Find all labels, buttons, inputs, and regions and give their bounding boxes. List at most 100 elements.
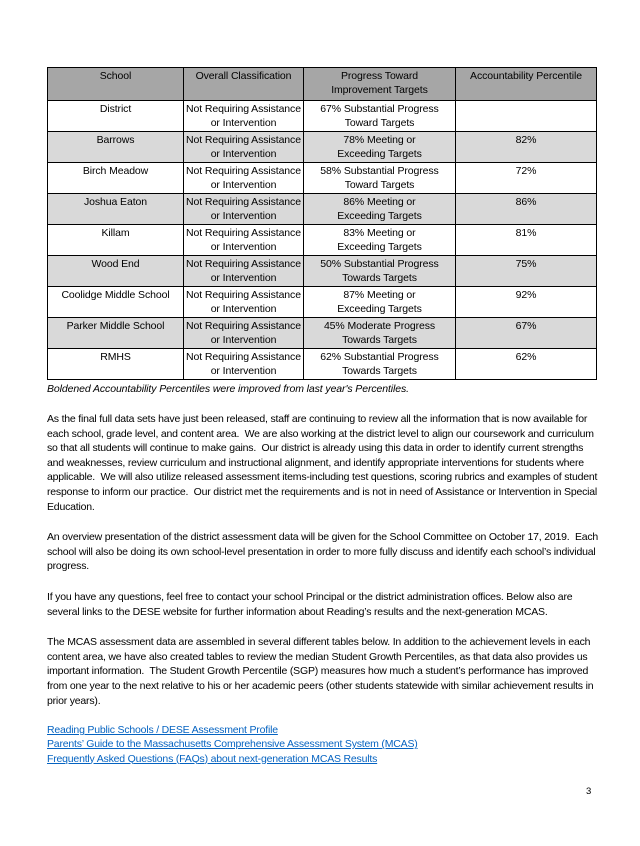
table-row: Barrows Not Requiring Assistance or Interv… [47, 131, 597, 163]
percentile-cell: 67% [455, 317, 597, 349]
cell-line: 83% Meeting or [343, 227, 416, 239]
table-header-row: School Overall Classification Progress Tow… [47, 67, 597, 101]
cell-line: Towards Targets [342, 334, 417, 346]
cell-line: 87% Meeting or [343, 289, 416, 301]
cell-line: 50% Substantial Progress [320, 258, 439, 270]
cell-line: Exceeding Targets [337, 210, 422, 222]
percentile-cell: 72% [455, 162, 597, 194]
cell-line: Birch Meadow [82, 165, 149, 177]
school-cell: Birch Meadow [47, 162, 184, 194]
cell-line: or Intervention [210, 210, 277, 222]
page-number: 3 [586, 786, 592, 797]
cell-line: 62% [515, 351, 537, 363]
table-row: Joshua Eaton Not Requiring Assistance or I… [47, 193, 597, 225]
cell-line: Toward Targets [344, 179, 415, 191]
link-parents-guide-mcas[interactable]: Parents’ Guide to the Massachusetts Comp… [47, 738, 418, 751]
cell-line: Exceeding Targets [337, 241, 422, 253]
cell-line: 92% [515, 289, 537, 301]
classification-cell: Not Requiring Assistance or Intervention [183, 286, 304, 318]
cell-line: Not Requiring Assistance [186, 134, 301, 146]
header-line: School [99, 70, 132, 82]
cell-line: Toward Targets [344, 117, 415, 129]
percentile-cell: 92% [455, 286, 597, 318]
cell-line: 86% Meeting or [343, 196, 416, 208]
cell-line: or Intervention [210, 365, 277, 377]
progress-cell: 78% Meeting or Exceeding Targets [303, 131, 456, 163]
percentile-cell: 81% [455, 224, 597, 256]
progress-cell: 62% Substantial Progress Towards Targets [303, 348, 456, 380]
cell-line: Towards Targets [342, 272, 417, 284]
table-row: Birch Meadow Not Requiring Assistance or I… [47, 162, 597, 194]
cell-line: Not Requiring Assistance [186, 320, 301, 332]
school-cell: Parker Middle School [47, 317, 184, 349]
column-header-0: School [47, 67, 184, 101]
cell-line: Joshua Eaton [83, 196, 147, 208]
cell-line: Not Requiring Assistance [186, 196, 301, 208]
cell-line: Not Requiring Assistance [186, 351, 301, 363]
cell-line: RMHS [100, 351, 131, 363]
cell-line: District [99, 103, 132, 115]
percentile-cell: 62% [455, 348, 597, 380]
cell-line: or Intervention [210, 272, 277, 284]
cell-line: Barrows [96, 134, 135, 146]
cell-line: 86% [515, 196, 537, 208]
classification-cell: Not Requiring Assistance or Intervention [183, 255, 304, 287]
school-cell: Wood End [47, 255, 184, 287]
progress-cell: 67% Substantial Progress Toward Targets [303, 100, 456, 132]
column-header-1: Overall Classification [183, 67, 304, 101]
classification-cell: Not Requiring Assistance or Intervention [183, 131, 304, 163]
column-header-2: Progress Toward Improvement Targets [303, 67, 456, 101]
cell-line: Parker Middle School [66, 320, 165, 332]
cell-line: Exceeding Targets [337, 148, 422, 160]
header-line: Progress Toward [340, 70, 419, 82]
cell-line: Towards Targets [342, 365, 417, 377]
classification-cell: Not Requiring Assistance or Intervention [183, 193, 304, 225]
percentile-cell: 75% [455, 255, 597, 287]
classification-cell: Not Requiring Assistance or Intervention [183, 348, 304, 380]
cell-line: 81% [515, 227, 537, 239]
link-faq-mcas-results[interactable]: Frequently Asked Questions (FAQs) about … [47, 752, 378, 765]
cell-line: Not Requiring Assistance [186, 103, 301, 115]
column-header-3: Accountability Percentile [455, 67, 597, 101]
link-dese-assessment-profile[interactable]: Reading Public Schools / DESE Assessment… [47, 724, 278, 737]
cell-line: 45% Moderate Progress [323, 320, 436, 332]
progress-cell: 58% Substantial Progress Toward Targets [303, 162, 456, 194]
cell-line: Not Requiring Assistance [186, 289, 301, 301]
table-row: Killam Not Requiring Assistance or Interve… [47, 224, 597, 256]
cell-line: 62% Substantial Progress [320, 351, 439, 363]
links-section: Reading Public Schools / DESE Assessment… [47, 723, 599, 766]
table-row: Parker Middle School Not Requiring Assist… [47, 317, 597, 349]
cell-line: or Intervention [210, 334, 277, 346]
header-line: Improvement Targets [331, 84, 428, 96]
cell-line: or Intervention [210, 241, 277, 253]
school-cell: Joshua Eaton [47, 193, 184, 225]
cell-line: Exceeding Targets [337, 303, 422, 315]
progress-cell: 45% Moderate Progress Towards Targets [303, 317, 456, 349]
cell-line: Not Requiring Assistance [186, 227, 301, 239]
percentile-cell: 82% [455, 131, 597, 163]
table-row: Coolidge Middle School Not Requiring Assi… [47, 286, 597, 318]
cell-line: Wood End [91, 258, 140, 270]
cell-line: or Intervention [210, 179, 277, 191]
cell-line: 67% [515, 320, 537, 332]
paragraph-data-review: As the final full data sets have just be… [47, 413, 600, 513]
cell-line: 82% [515, 134, 537, 146]
cell-line: 78% Meeting or [343, 134, 416, 146]
progress-cell: 86% Meeting or Exceeding Targets [303, 193, 456, 225]
cell-line: Not Requiring Assistance [186, 165, 301, 177]
cell-line: 72% [515, 165, 537, 177]
classification-cell: Not Requiring Assistance or Intervention [183, 224, 304, 256]
percentile-cell: 86% [455, 193, 597, 225]
classification-cell: Not Requiring Assistance or Intervention [183, 100, 304, 132]
cell-line: Not Requiring Assistance [186, 258, 301, 270]
paragraph-overview-presentation: An overview presentation of the district… [47, 531, 601, 573]
cell-line: or Intervention [210, 117, 277, 129]
cell-line: Killam [101, 227, 130, 239]
percentile-cell [455, 100, 597, 132]
cell-line: Coolidge Middle School [61, 289, 170, 301]
paragraph-questions-contact: If you have any questions, feel free to … [47, 590, 576, 618]
cell-line: 58% Substantial Progress [320, 165, 439, 177]
table-row: District Not Requiring Assistance or Inter… [47, 100, 597, 132]
paragraph-mcas-tables: The MCAS assessment data are assembled i… [47, 636, 597, 707]
